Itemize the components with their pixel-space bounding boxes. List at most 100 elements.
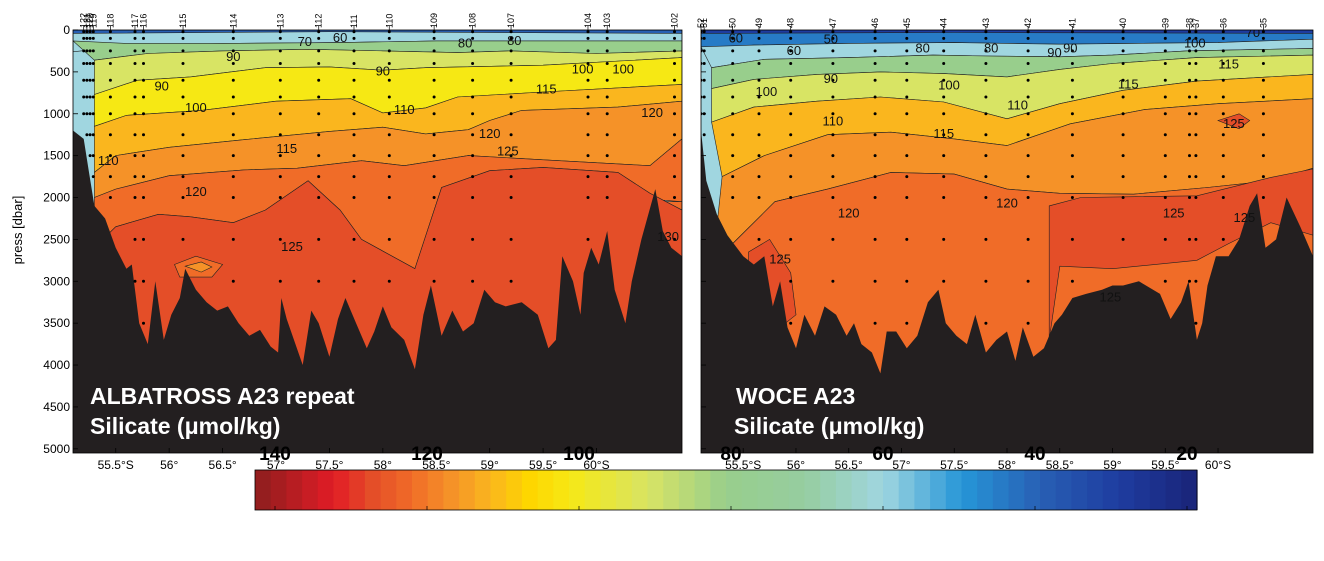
sample-dot [1194, 95, 1198, 99]
colorbar-swatch [977, 470, 994, 510]
sample-dot [85, 112, 89, 116]
sample-dot [91, 175, 95, 179]
colorbar-label: 120 [411, 444, 443, 465]
sample-dot [605, 36, 609, 40]
colorbar-swatch [349, 470, 366, 510]
sample-dot [873, 321, 877, 325]
sample-dot [1026, 196, 1030, 199]
colorbar-swatch [835, 470, 853, 510]
sample-dot [1188, 175, 1191, 179]
sample-dot [731, 78, 735, 82]
sample-dot [1261, 78, 1265, 82]
sample-dot [605, 196, 609, 199]
x-tick-label: 57° [892, 458, 910, 472]
sample-dot [231, 36, 235, 40]
sample-dot [789, 133, 793, 137]
sample-dot [432, 175, 436, 179]
sample-dot [831, 95, 835, 99]
sample-dot [1070, 112, 1074, 116]
station-label: 109 [429, 13, 439, 28]
sample-dot [873, 133, 877, 137]
sample-dot [831, 49, 835, 53]
sample-dot [181, 133, 185, 137]
y-tick-label: 1500 [43, 149, 70, 163]
sample-dot [831, 196, 835, 199]
sample-dot [831, 154, 835, 158]
sample-dot [673, 30, 676, 34]
contour-label: 80 [915, 41, 929, 56]
sample-dot [873, 112, 877, 116]
sample-dot [88, 49, 92, 53]
sample-dot [1188, 154, 1191, 158]
sample-dot [133, 154, 137, 158]
colorbar-swatch [773, 470, 790, 510]
station-label: 114 [228, 14, 238, 28]
sample-dot [509, 133, 513, 137]
sample-dot [387, 78, 391, 82]
bathymetry [73, 130, 682, 453]
contour-label: 125 [1163, 206, 1185, 221]
contour-label: 90 [1063, 41, 1077, 56]
contour-label: 90 [226, 49, 240, 64]
sample-dot [1194, 196, 1198, 199]
sample-dot [731, 133, 735, 137]
sample-dot [142, 154, 145, 158]
sample-dot [133, 95, 137, 99]
station-label: 44 [939, 18, 949, 28]
sample-dot [1070, 62, 1074, 65]
sample-dot [133, 133, 137, 137]
sample-dot [1261, 196, 1265, 199]
sample-dot [231, 62, 235, 65]
colorbar-frame [254, 469, 1198, 511]
sample-dot [1163, 237, 1167, 241]
sample-dot [605, 133, 609, 137]
sample-dot [1188, 112, 1191, 116]
colorbar-swatch [1071, 470, 1088, 510]
sample-dot [1121, 78, 1125, 82]
contour-label: 90 [824, 71, 838, 86]
sample-dot [1070, 154, 1074, 158]
sample-dot [108, 30, 112, 34]
station-label: 47 [828, 18, 838, 28]
colorbar-swatch [1102, 470, 1120, 510]
sample-dot [757, 196, 761, 199]
sample-dot [905, 321, 909, 325]
sample-dot [91, 78, 95, 82]
sample-dot [142, 62, 145, 65]
sample-dot [1221, 133, 1225, 137]
sample-dot [789, 62, 793, 65]
sample-dot [731, 30, 735, 34]
sample-dot [108, 112, 112, 116]
contour-label: 120 [479, 126, 501, 141]
sample-dot [108, 49, 112, 53]
colorbar-swatch [506, 470, 523, 510]
station-label: 51 [699, 18, 709, 28]
x-tick-label: 58.5° [422, 458, 450, 472]
sample-dot [352, 112, 356, 116]
sample-dot [831, 175, 835, 179]
sample-dot [231, 78, 235, 82]
contour-label: 60 [787, 43, 801, 58]
sample-dot [905, 133, 909, 137]
x-tick-label: 58° [998, 458, 1016, 472]
x-tick-label: 59° [481, 458, 499, 472]
contour-label: 110 [98, 153, 119, 168]
sample-dot [88, 154, 92, 158]
sample-dot [831, 112, 835, 116]
colorbar-swatch [1008, 470, 1025, 510]
x-tick-label: 60°S [583, 458, 609, 472]
right-panel-subtitle: Silicate (μmol/kg) [734, 413, 924, 439]
contour-label: 115 [933, 126, 954, 141]
sample-dot [181, 196, 185, 199]
sample-dot [1070, 30, 1074, 34]
colorbar-swatch [270, 470, 287, 510]
station-label: 116 [139, 14, 149, 28]
station-label: 119 [88, 14, 98, 28]
sample-dot [432, 154, 436, 158]
sample-dot [789, 321, 793, 325]
sample-dot [757, 62, 761, 65]
sample-dot [352, 196, 356, 199]
sample-dot [673, 154, 676, 158]
contour-label: 115 [1218, 57, 1239, 72]
contour-label: 80 [984, 41, 998, 56]
